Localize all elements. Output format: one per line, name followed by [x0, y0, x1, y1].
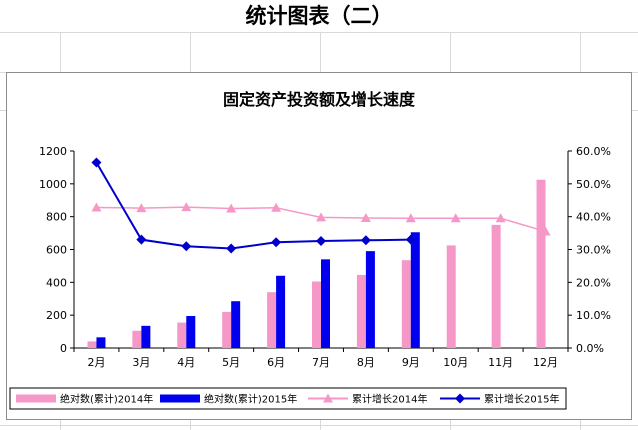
point-2014 [271, 202, 282, 212]
chart-area[interactable] [6, 72, 632, 420]
bar-2014 [536, 179, 546, 348]
x-tick-label: 4月 [177, 356, 195, 369]
x-tick-label: 8月 [357, 356, 375, 369]
y-right-tick-label: 40.0% [576, 211, 611, 224]
x-tick-label: 6月 [267, 356, 285, 369]
y-left-tick-label: 1200 [39, 145, 67, 158]
bar-2014 [267, 292, 277, 348]
legend: 绝对数(累计)2014年 绝对数(累计)2015年 累计增长2014年 累计增长201… [9, 387, 567, 410]
y-right-tick-label: 20.0% [576, 276, 611, 289]
point-2014 [495, 213, 506, 223]
grid-row-line [0, 32, 638, 33]
y-left-tick-label: 400 [46, 276, 67, 289]
point-2015 [360, 235, 371, 246]
legend-swatch [16, 394, 56, 403]
bar-2014 [177, 322, 187, 348]
legend-swatch [160, 394, 200, 403]
y-left-tick-label: 600 [46, 244, 67, 257]
point-2014 [316, 212, 326, 222]
grid-row-line [0, 425, 638, 426]
bar-2014 [132, 330, 142, 348]
point-2014 [91, 202, 102, 212]
y-right-tick-label: 50.0% [576, 178, 611, 191]
y-right-tick-label: 0.0% [576, 342, 604, 355]
legend-marker [455, 393, 465, 404]
point-2015 [271, 237, 282, 248]
chart-title: 固定资产投资额及增长速度 [223, 90, 416, 109]
y-left-tick-label: 1000 [39, 178, 67, 191]
x-tick-label: 12月 [533, 356, 558, 369]
bar-2014 [491, 224, 501, 348]
bar-2015 [410, 232, 420, 348]
point-2015 [405, 234, 416, 245]
point-2014 [181, 202, 192, 212]
bars [87, 179, 546, 348]
lines [91, 157, 551, 254]
x-tick-label: 9月 [402, 356, 420, 369]
bar-2015 [96, 337, 106, 348]
point-2014 [360, 212, 371, 222]
point-2014 [136, 203, 147, 213]
point-2015 [226, 243, 237, 254]
bar-2015 [231, 301, 241, 348]
point-2014 [450, 213, 461, 223]
point-2014 [540, 226, 551, 236]
bar-2014 [222, 311, 232, 348]
legend-label: 绝对数(累计)2014年 [60, 393, 153, 406]
legend-label: 累计增长2015年 [484, 393, 559, 406]
legend-box [9, 387, 567, 410]
legend-marker [323, 393, 333, 403]
x-tick-label: 7月 [312, 356, 330, 369]
point-2015 [316, 235, 326, 246]
bar-2014 [446, 245, 456, 348]
point-2014 [405, 213, 416, 223]
bar-2014 [356, 274, 366, 348]
point-2015 [181, 241, 192, 252]
sheet-title: 统计图表（二） [0, 0, 638, 32]
bar-2015 [186, 315, 196, 348]
y-right-tick-label: 10.0% [576, 309, 611, 322]
x-tick-label: 3月 [132, 356, 150, 369]
bar-2015 [365, 251, 375, 348]
y-left-tick-label: 800 [46, 211, 67, 224]
legend-label: 累计增长2014年 [352, 393, 427, 406]
bar-2014 [312, 281, 321, 348]
axes: 0 200 400 600 800 1000 1200 0.0% 10.0% 20.0% 30.0%… [39, 145, 611, 369]
bar-2014 [87, 341, 97, 348]
x-tick-label: 2月 [87, 356, 105, 369]
bar-2014 [401, 260, 411, 348]
x-tick-label: 10月 [443, 356, 468, 369]
x-tick-label: 11月 [488, 356, 513, 369]
y-right-tick-label: 30.0% [576, 244, 611, 257]
legend-label: 绝对数(累计)2015年 [204, 393, 297, 406]
x-tick-label: 5月 [222, 356, 240, 369]
y-right-tick-label: 60.0% [576, 145, 611, 158]
bar-2015 [141, 325, 151, 348]
line-series-2015 [95, 161, 411, 250]
point-2015 [136, 234, 147, 245]
point-2014 [226, 203, 237, 213]
y-left-tick-label: 200 [46, 309, 67, 322]
bar-2015 [276, 275, 286, 348]
bar-2015 [321, 259, 330, 348]
y-left-tick-label: 0 [60, 342, 67, 355]
point-2015 [91, 157, 102, 168]
